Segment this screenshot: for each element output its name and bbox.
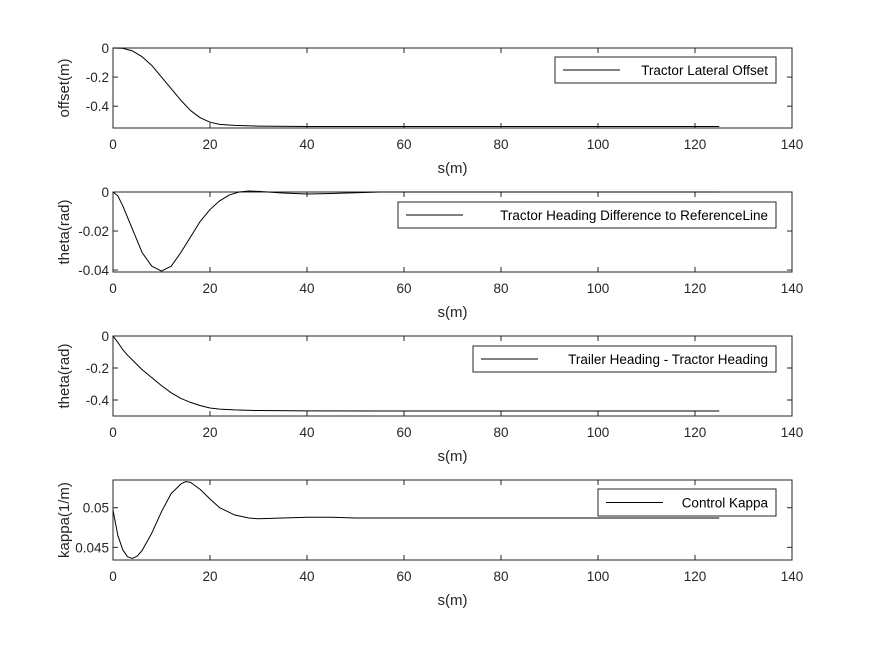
subplot-4: 0 20 40 60 80 100 120 140 0.05 0.045 s(m) kappa(1/m… (56, 479, 804, 609)
x-tick-label: 0 (109, 425, 117, 440)
x-tick-label: 80 (493, 569, 508, 584)
y-axis-label: offset(m) (56, 59, 73, 118)
legend-entry: Tractor Lateral Offset (641, 63, 768, 78)
x-tick-label: 100 (587, 425, 610, 440)
x-axis-label: s(m) (438, 304, 468, 321)
x-tick-label: 140 (781, 425, 804, 440)
legend: Trailer Heading - Tractor Heading (472, 345, 777, 373)
y-tick-label: -0.2 (86, 361, 109, 376)
y-tick-label: -0.04 (78, 263, 109, 278)
legend-entry: Trailer Heading - Tractor Heading (568, 352, 768, 367)
x-tick-label: 40 (299, 137, 314, 152)
x-tick-label: 120 (684, 137, 707, 152)
x-tick-label: 60 (396, 137, 411, 152)
x-tick-label: 40 (299, 281, 314, 296)
x-tick-label: 20 (202, 569, 217, 584)
x-tick-label: 140 (781, 137, 804, 152)
x-tick-label: 120 (684, 569, 707, 584)
y-tick-label: -0.02 (78, 224, 109, 239)
legend-entry: Tractor Heading Difference to ReferenceL… (500, 208, 768, 223)
legend-entry: Control Kappa (682, 496, 769, 511)
x-axis-label: s(m) (438, 592, 468, 609)
legend: Tractor Lateral Offset (554, 56, 777, 84)
x-tick-label: 0 (109, 281, 117, 296)
subplot-2: 0 20 40 60 80 100 120 140 0 -0.02 -0.04 s(m) theta(r… (56, 185, 803, 321)
series-line (112, 190, 720, 272)
x-tick-label: 80 (493, 425, 508, 440)
x-tick-label: 140 (781, 281, 804, 296)
x-tick-label: 20 (202, 425, 217, 440)
x-tick-label: 60 (396, 569, 411, 584)
x-tick-label: 60 (396, 425, 411, 440)
x-tick-label: 80 (493, 137, 508, 152)
y-axis-label: kappa(1/m) (56, 482, 73, 558)
y-tick-label: -0.4 (86, 393, 110, 408)
x-tick-label: 120 (684, 425, 707, 440)
x-tick-label: 100 (587, 569, 610, 584)
x-tick-label: 100 (587, 137, 610, 152)
x-tick-label: 0 (109, 137, 117, 152)
x-axis-label: s(m) (438, 448, 468, 465)
y-tick-label: 0 (101, 41, 109, 56)
y-tick-label: 0 (101, 185, 109, 200)
legend: Control Kappa (597, 488, 777, 517)
y-tick-label: -0.2 (86, 70, 109, 85)
y-tick-label: 0 (101, 329, 109, 344)
x-tick-label: 60 (396, 281, 411, 296)
x-tick-label: 20 (202, 281, 217, 296)
y-axis-label: theta(rad) (56, 343, 73, 408)
subplot-3: 0 20 40 60 80 100 120 140 0 -0.2 -0.4 s(m) theta(rad… (56, 329, 803, 465)
x-tick-label: 0 (109, 569, 117, 584)
x-tick-label: 80 (493, 281, 508, 296)
y-tick-label: 0.045 (75, 540, 109, 555)
x-tick-label: 20 (202, 137, 217, 152)
x-tick-label: 40 (299, 425, 314, 440)
legend-box (554, 56, 777, 84)
y-axis-label: theta(rad) (56, 199, 73, 264)
legend: Tractor Heading Difference to ReferenceL… (397, 201, 777, 229)
x-tick-label: 40 (299, 569, 314, 584)
series-line (112, 47, 720, 128)
y-tick-label: -0.4 (86, 99, 110, 114)
y-tick-label: 0.05 (83, 501, 109, 516)
x-tick-label: 140 (781, 569, 804, 584)
x-tick-label: 120 (684, 281, 707, 296)
series-line (112, 335, 720, 412)
series-line (112, 481, 720, 559)
subplot-1: 0 20 40 60 80 100 120 140 0 -0.2 -0.4 s(m) offset(m)… (56, 41, 803, 177)
x-tick-label: 100 (587, 281, 610, 296)
x-axis-label: s(m) (438, 160, 468, 177)
